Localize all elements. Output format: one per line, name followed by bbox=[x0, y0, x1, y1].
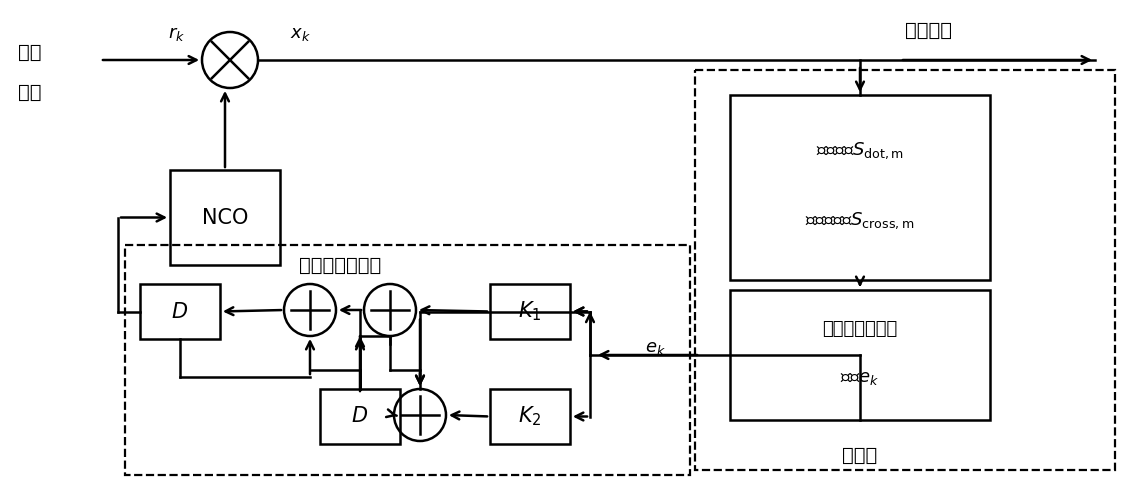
Text: $D$: $D$ bbox=[351, 407, 368, 427]
Bar bbox=[695, 70, 1116, 470]
Text: 鉴频器: 鉴频器 bbox=[843, 445, 878, 464]
Text: $r_k$: $r_k$ bbox=[168, 25, 185, 43]
Bar bbox=[140, 284, 220, 339]
Bar bbox=[490, 284, 570, 339]
Text: 信号: 信号 bbox=[18, 82, 42, 102]
Bar bbox=[320, 389, 400, 444]
Text: 和叉积分量$S_{\mathrm{cross,m}}$: 和叉积分量$S_{\mathrm{cross,m}}$ bbox=[805, 210, 914, 231]
Bar bbox=[490, 389, 570, 444]
Text: 出量$e_k$: 出量$e_k$ bbox=[841, 370, 879, 387]
Text: 输入: 输入 bbox=[18, 43, 42, 62]
Text: NCO: NCO bbox=[202, 207, 248, 228]
Text: 计算鉴频器的输: 计算鉴频器的输 bbox=[822, 320, 897, 338]
Bar bbox=[730, 95, 989, 280]
Bar bbox=[730, 290, 989, 420]
Text: $K_1$: $K_1$ bbox=[518, 300, 542, 323]
Text: $K_2$: $K_2$ bbox=[518, 405, 542, 429]
Text: $x_k$: $x_k$ bbox=[290, 25, 310, 43]
Text: 输出信号: 输出信号 bbox=[905, 20, 952, 40]
Text: 二阶环路滤波器: 二阶环路滤波器 bbox=[299, 255, 381, 274]
Bar bbox=[170, 170, 279, 265]
Text: 点积分量$S_{\mathrm{dot,m}}$: 点积分量$S_{\mathrm{dot,m}}$ bbox=[816, 140, 904, 161]
Bar bbox=[125, 245, 690, 475]
Text: $D$: $D$ bbox=[172, 302, 189, 321]
Text: $e_k$: $e_k$ bbox=[644, 339, 666, 357]
